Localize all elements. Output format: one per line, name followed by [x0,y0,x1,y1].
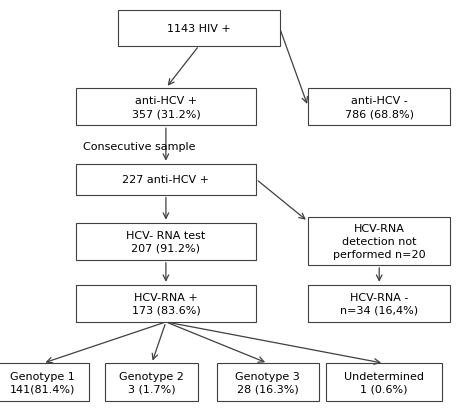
Text: Consecutive sample: Consecutive sample [83,142,195,152]
FancyBboxPatch shape [76,89,256,126]
FancyBboxPatch shape [105,363,198,401]
Text: 1143 HIV +: 1143 HIV + [167,24,231,34]
Text: anti-HCV -
786 (68.8%): anti-HCV - 786 (68.8%) [345,96,414,119]
Text: HCV- RNA test
207 (91.2%): HCV- RNA test 207 (91.2%) [126,230,206,253]
Text: 227 anti-HCV +: 227 anti-HCV + [122,175,210,185]
Text: Genotype 1
141(81.4%): Genotype 1 141(81.4%) [10,370,75,394]
FancyBboxPatch shape [308,285,450,322]
FancyBboxPatch shape [76,223,256,260]
FancyBboxPatch shape [217,363,319,401]
FancyBboxPatch shape [0,363,89,401]
Text: Genotype 2
3 (1.7%): Genotype 2 3 (1.7%) [119,370,184,394]
Text: HCV-RNA -
n=34 (16,4%): HCV-RNA - n=34 (16,4%) [340,292,418,315]
Text: Undetermined
1 (0.6%): Undetermined 1 (0.6%) [344,370,424,394]
Text: Genotype 3
28 (16.3%): Genotype 3 28 (16.3%) [236,370,300,394]
FancyBboxPatch shape [76,285,256,322]
FancyBboxPatch shape [308,218,450,266]
FancyBboxPatch shape [76,164,256,195]
Text: anti-HCV +
357 (31.2%): anti-HCV + 357 (31.2%) [131,96,201,119]
FancyBboxPatch shape [118,11,280,47]
FancyBboxPatch shape [308,89,450,126]
FancyBboxPatch shape [326,363,442,401]
Text: HCV-RNA +
173 (83.6%): HCV-RNA + 173 (83.6%) [131,292,201,315]
Text: HCV-RNA
detection not
performed n=20: HCV-RNA detection not performed n=20 [333,224,426,259]
